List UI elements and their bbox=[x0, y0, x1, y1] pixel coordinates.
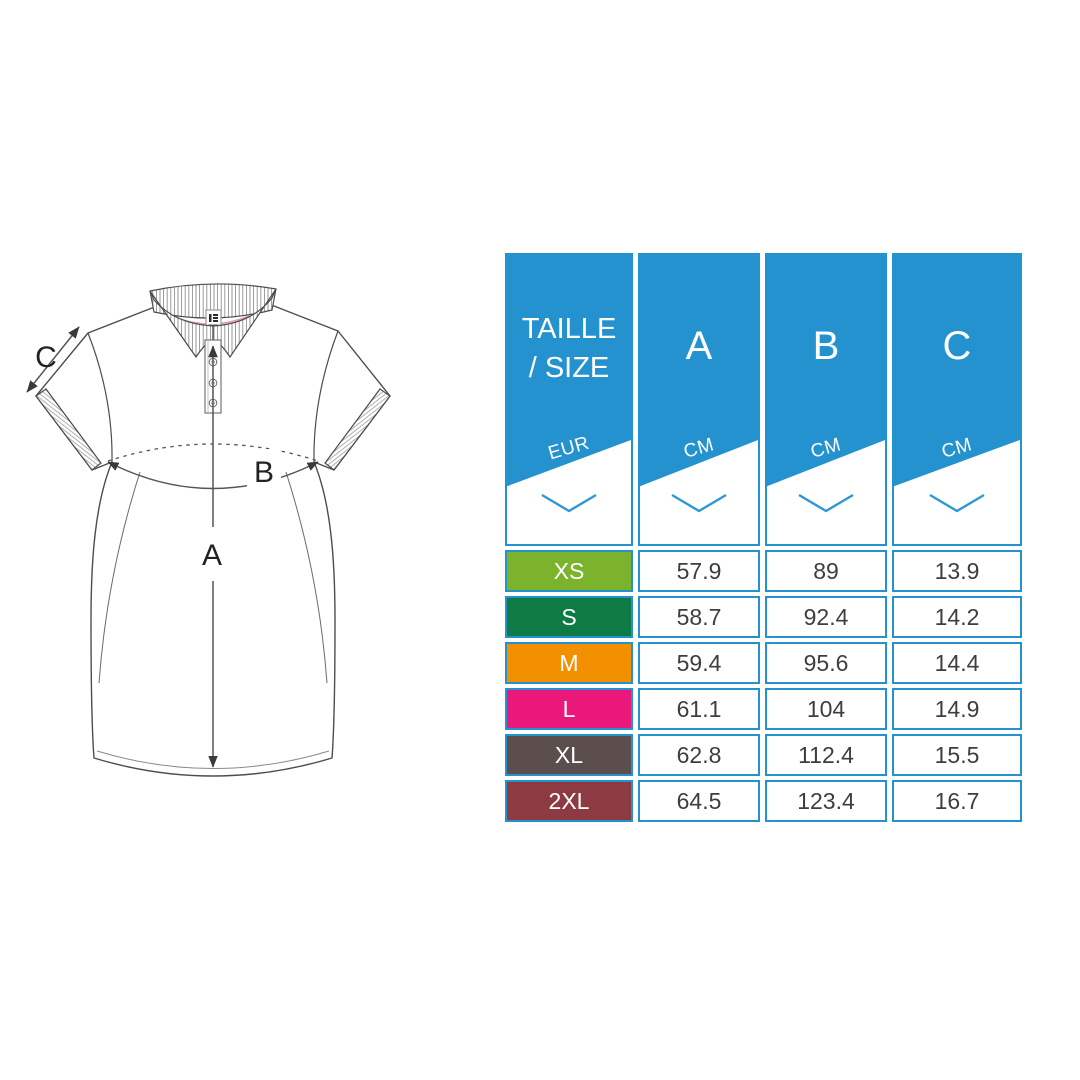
value-cell: 89 bbox=[765, 550, 887, 592]
value-cell: 15.5 bbox=[892, 734, 1022, 776]
value-cell: 14.2 bbox=[892, 596, 1022, 638]
size-cell-l: L bbox=[505, 688, 633, 730]
measure-c-label: C bbox=[35, 341, 57, 374]
size-cell-xs: XS bbox=[505, 550, 633, 592]
header-blue-panel bbox=[640, 255, 758, 487]
value-cell: 62.8 bbox=[638, 734, 760, 776]
title-line-2: / SIZE bbox=[528, 352, 610, 384]
chevron-down-icon bbox=[541, 493, 597, 513]
size-cell-xl: XL bbox=[505, 734, 633, 776]
chevron-down-icon bbox=[798, 493, 854, 513]
value-cell: 123.4 bbox=[765, 780, 887, 822]
value-cell: 92.4 bbox=[765, 596, 887, 638]
chevron-down-icon bbox=[671, 493, 727, 513]
value-cell: 14.4 bbox=[892, 642, 1022, 684]
collar bbox=[149, 283, 277, 359]
header-card-a: A CM bbox=[638, 253, 760, 546]
header-blue-panel bbox=[767, 255, 885, 487]
column-title-b: B bbox=[812, 324, 840, 368]
header-blue-panel bbox=[507, 255, 631, 487]
armhole-seam-right bbox=[313, 330, 339, 463]
collar-lapel-right bbox=[212, 288, 277, 359]
measure-a-label: A bbox=[202, 539, 222, 572]
column-title-a: A bbox=[685, 324, 713, 368]
value-cell: 61.1 bbox=[638, 688, 760, 730]
size-cell-s: S bbox=[505, 596, 633, 638]
header-card-c: C CM bbox=[892, 253, 1022, 546]
collar-band bbox=[149, 283, 277, 319]
value-cell: 58.7 bbox=[638, 596, 760, 638]
value-cell: 16.7 bbox=[892, 780, 1022, 822]
value-cell: 13.9 bbox=[892, 550, 1022, 592]
value-cell: 112.4 bbox=[765, 734, 887, 776]
title-line-1: TAILLE bbox=[521, 313, 617, 345]
column-title-c: C bbox=[942, 324, 972, 368]
armhole-seam-left bbox=[87, 332, 113, 463]
measure-a: A bbox=[202, 345, 222, 768]
header-card-b: B CM bbox=[765, 253, 887, 546]
chevron-down-icon bbox=[929, 493, 985, 513]
column-title-size: TAILLE / SIZE bbox=[507, 310, 631, 388]
polo-shirt-diagram: B A C bbox=[26, 283, 391, 777]
value-cell: 14.9 bbox=[892, 688, 1022, 730]
value-cell: 95.6 bbox=[765, 642, 887, 684]
value-cell: 57.9 bbox=[638, 550, 760, 592]
header-blue-panel bbox=[894, 255, 1020, 487]
measure-b-label: B bbox=[254, 456, 274, 489]
size-chart-table: TAILLE / SIZE EUR A CM B CM bbox=[505, 253, 1022, 822]
hem-stitch-line bbox=[96, 750, 330, 769]
sleeve-cuff-right bbox=[324, 388, 391, 471]
value-cell: 64.5 bbox=[638, 780, 760, 822]
side-seam-right bbox=[285, 471, 328, 684]
side-seam-left bbox=[98, 471, 141, 684]
size-cell-m: M bbox=[505, 642, 633, 684]
size-cell-2xl: 2XL bbox=[505, 780, 633, 822]
value-cell: 59.4 bbox=[638, 642, 760, 684]
value-cell: 104 bbox=[765, 688, 887, 730]
measure-c: C bbox=[26, 326, 80, 393]
header-card-size: TAILLE / SIZE EUR bbox=[505, 253, 633, 546]
